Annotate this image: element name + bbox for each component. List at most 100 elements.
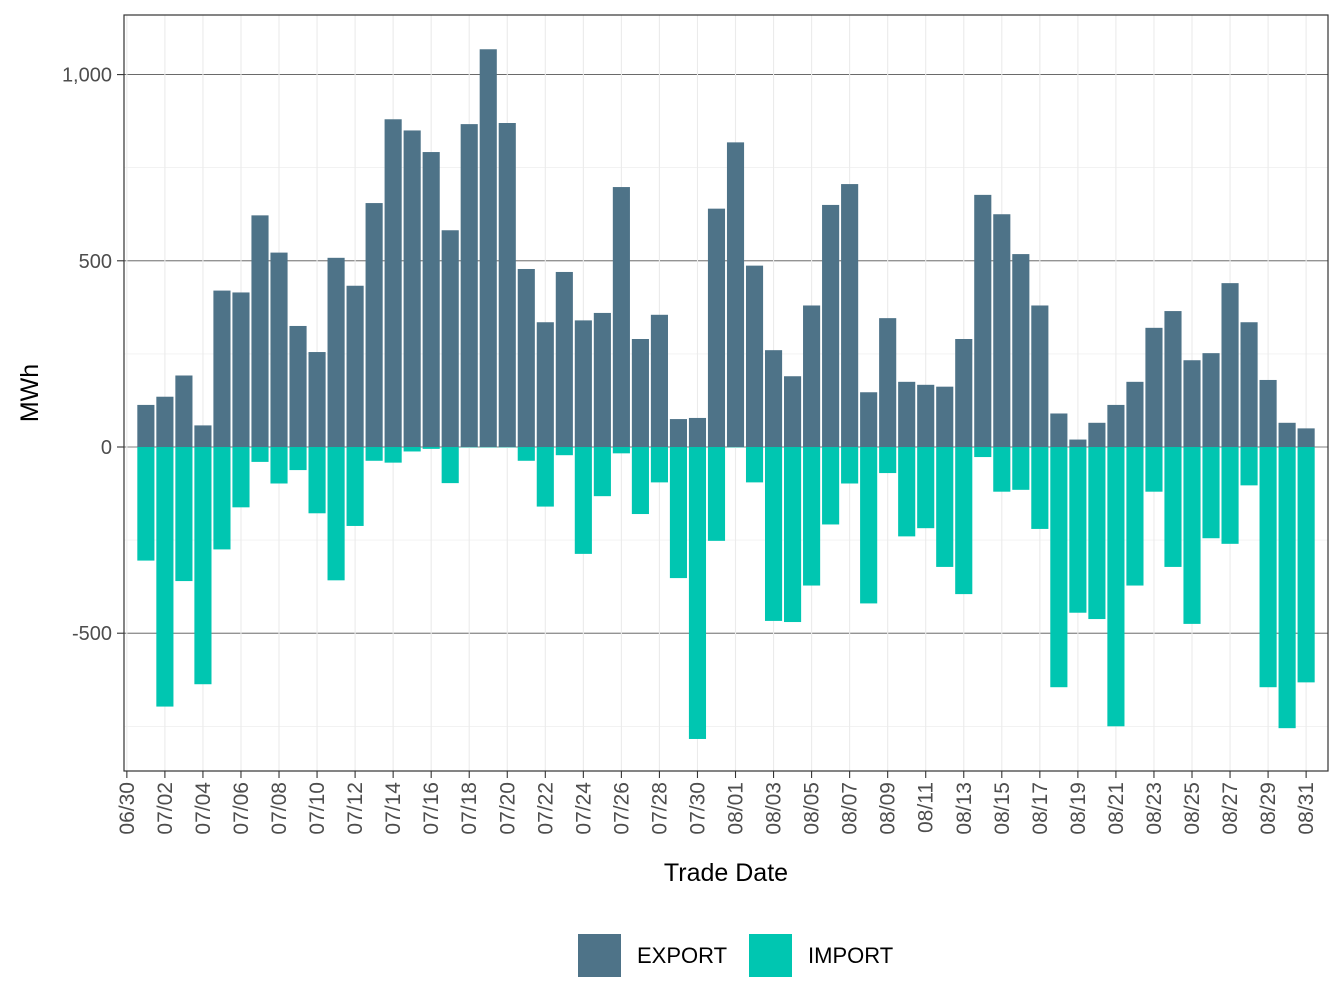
bar-import-07-14: [384, 447, 402, 463]
bar-export-07-15: [403, 130, 421, 447]
bar-export-08-22: [1126, 381, 1144, 447]
bar-import-08-20: [1088, 447, 1106, 620]
bar-import-08-09: [879, 447, 897, 474]
plot-border: [123, 14, 1329, 772]
bar-export-07-31: [707, 208, 726, 447]
bar-export-08-24: [1164, 311, 1182, 447]
bar-export-07-20: [498, 123, 516, 447]
bar-import-07-15: [403, 447, 421, 452]
bar-export-08-30: [1278, 422, 1296, 447]
legend-label-import: IMPORT: [808, 943, 893, 968]
bar-import-08-14: [974, 447, 992, 458]
bar-export-08-18: [1050, 413, 1068, 447]
y-tick-label: -500: [72, 623, 112, 645]
bar-import-08-11: [917, 447, 935, 529]
bar-import-08-12: [936, 447, 954, 567]
bar-export-07-27: [631, 339, 649, 447]
bar-export-07-11: [327, 257, 345, 447]
legend: EXPORT IMPORT: [578, 934, 893, 977]
bar-import-08-13: [955, 447, 973, 595]
bar-import-08-30: [1278, 447, 1296, 729]
x-tick-label: 08/19: [1067, 782, 1090, 835]
bar-export-07-23: [555, 271, 573, 447]
bar-export-08-12: [936, 386, 954, 447]
x-tick-label: 08/05: [801, 782, 824, 835]
bar-import-07-10: [308, 447, 326, 514]
bar-export-08-09: [879, 318, 897, 447]
bar-import-08-15: [993, 447, 1011, 492]
bar-export-08-14: [974, 194, 992, 447]
bar-import-07-27: [631, 447, 649, 515]
bar-import-07-17: [441, 447, 459, 484]
bar-export-07-16: [422, 152, 440, 447]
bar-import-08-26: [1202, 447, 1220, 539]
x-tick-label: 07/02: [154, 782, 177, 835]
bar-import-07-09: [289, 447, 307, 471]
x-tick-label: 07/24: [572, 782, 595, 835]
bar-import-07-07: [251, 447, 269, 462]
x-tick-label: 08/23: [1143, 782, 1166, 835]
legend-swatch-import: [749, 934, 792, 977]
x-tick-label: 08/11: [915, 782, 938, 833]
bar-export-07-04: [194, 425, 212, 447]
bar-import-08-19: [1069, 447, 1087, 613]
bar-export-07-09: [289, 325, 307, 447]
bar-export-07-14: [384, 119, 402, 447]
bar-export-08-02: [745, 265, 764, 447]
bar-import-08-08: [860, 447, 878, 604]
bar-export-08-23: [1145, 327, 1163, 447]
x-tick-label: 08/25: [1181, 782, 1204, 835]
bar-import-08-22: [1126, 447, 1144, 586]
bar-import-08-02: [745, 447, 764, 483]
bar-import-07-13: [365, 447, 383, 461]
bar-import-08-16: [1012, 447, 1030, 490]
bar-import-07-03: [175, 447, 193, 582]
bar-export-08-05: [803, 305, 821, 447]
bar-import-08-23: [1145, 447, 1163, 492]
bar-export-07-21: [517, 268, 535, 447]
bar-export-07-07: [251, 215, 269, 447]
bar-export-07-28: [650, 314, 668, 447]
bar-export-07-02: [156, 396, 174, 447]
x-tick-label: 07/16: [420, 782, 443, 835]
bar-import-07-01: [137, 447, 155, 561]
bar-export-07-01: [137, 404, 155, 447]
bar-export-07-26: [612, 187, 630, 447]
bar-export-08-16: [1012, 254, 1030, 447]
bar-export-08-06: [822, 204, 840, 447]
x-tick-label: 08/29: [1257, 782, 1280, 835]
x-tick-label: 08/21: [1105, 782, 1128, 835]
bar-import-08-06: [822, 447, 840, 525]
bar-export-07-29: [669, 419, 688, 447]
bar-import-07-22: [536, 447, 554, 507]
bar-import-08-31: [1297, 447, 1315, 683]
bar-import-08-21: [1107, 447, 1125, 727]
bar-import-07-23: [555, 447, 573, 456]
bar-export-08-29: [1259, 379, 1277, 447]
x-tick-label: 08/17: [1029, 782, 1052, 835]
bar-export-07-10: [308, 352, 326, 447]
x-tick-label: 08/03: [763, 782, 786, 835]
bar-export-07-12: [346, 285, 364, 447]
bar-import-07-25: [593, 447, 611, 497]
bar-import-08-10: [898, 447, 916, 537]
bar-import-07-26: [612, 447, 630, 454]
bar-export-08-31: [1297, 428, 1315, 447]
bar-export-07-17: [441, 230, 459, 447]
bars: [137, 49, 1315, 739]
bar-import-08-03: [764, 447, 783, 621]
y-axis-title: MWh: [16, 364, 44, 422]
bar-import-08-29: [1259, 447, 1277, 688]
bar-export-08-28: [1240, 322, 1258, 447]
x-axis-title: Trade Date: [664, 859, 788, 887]
x-tick-label: 07/08: [268, 782, 291, 835]
y-tick-label: 500: [79, 251, 112, 273]
bar-export-07-30: [688, 417, 707, 447]
x-tick-label: 06/30: [116, 782, 139, 835]
bar-import-07-12: [346, 447, 364, 526]
bar-export-07-13: [365, 203, 383, 447]
x-tick-label: 07/06: [230, 782, 253, 835]
x-tick-label: 08/13: [953, 782, 976, 835]
bar-export-08-15: [993, 214, 1011, 447]
x-axis: 06/30 07/02 07/04 07/06 07/08 07/10 07/12 07/14…: [116, 771, 1318, 835]
